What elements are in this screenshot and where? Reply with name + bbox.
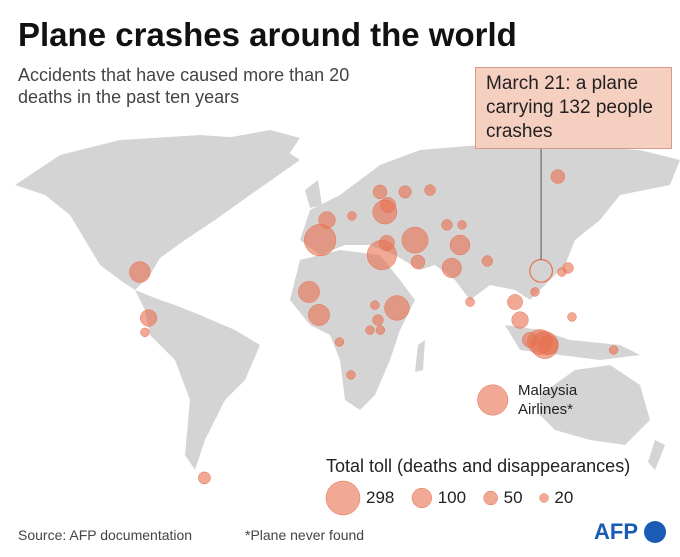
malaysia-label: Malaysia Airlines* (518, 382, 578, 418)
crash-bubble (608, 345, 619, 355)
legend-label: 50 (503, 488, 523, 507)
crash-bubble (477, 384, 509, 416)
legend-label: 20 (554, 488, 574, 507)
crash-bubble (372, 184, 388, 200)
crash-bubble (384, 295, 410, 321)
crash-bubble (401, 226, 429, 254)
crash-bubble (372, 314, 384, 326)
crash-bubble (346, 370, 356, 380)
crash-bubble (304, 224, 337, 257)
crash-bubble (198, 471, 211, 485)
land (15, 130, 680, 470)
legend-label: 298 (366, 488, 395, 507)
crash-bubble (457, 220, 467, 230)
crash-bubble (511, 311, 529, 329)
crash-bubble (308, 304, 330, 326)
crash-bubble (318, 211, 336, 229)
crash-bubble (550, 169, 566, 184)
crash-bubble (465, 297, 475, 307)
crash-bubble (441, 258, 462, 278)
crash-bubble (557, 267, 567, 277)
crash-bubble (334, 337, 345, 347)
legend-bubble (411, 487, 432, 509)
crash-bubble (537, 334, 559, 356)
title: Plane crashes around the world (18, 16, 517, 53)
crash-bubble (379, 235, 395, 251)
crash-bubble (530, 287, 540, 297)
crash-bubble (424, 184, 436, 196)
logo-dot (644, 521, 666, 543)
crash-bubble (380, 197, 396, 213)
crash-bubble (410, 254, 426, 270)
crash-bubble (365, 325, 375, 335)
crash-bubble (370, 300, 380, 310)
legend-title: Total toll (deaths and disappearances) (326, 456, 631, 476)
source: Source: AFP documentation (18, 527, 193, 543)
subtitle: Accidents that have caused more than 20 … (18, 65, 350, 107)
crash-bubble (449, 234, 471, 256)
footnote: *Plane never found (245, 527, 365, 543)
annotation: March 21: a plane carrying 132 people cr… (475, 67, 672, 149)
legend-bubble (483, 490, 498, 506)
legend-bubble (325, 480, 361, 516)
crash-bubble (441, 219, 453, 231)
crash-bubble (507, 294, 523, 310)
crash-bubble (567, 312, 577, 322)
crash-bubble (398, 185, 412, 199)
crash-bubble (129, 261, 151, 283)
logo: AFP (594, 519, 638, 544)
crash-bubble (347, 211, 357, 221)
crash-bubble (140, 309, 158, 327)
legend-bubble (539, 493, 549, 503)
crash-bubble (298, 281, 320, 303)
crash-bubble (375, 325, 386, 335)
crash-bubble (481, 255, 493, 267)
legend-label: 100 (437, 488, 467, 507)
crash-bubble (140, 327, 150, 338)
